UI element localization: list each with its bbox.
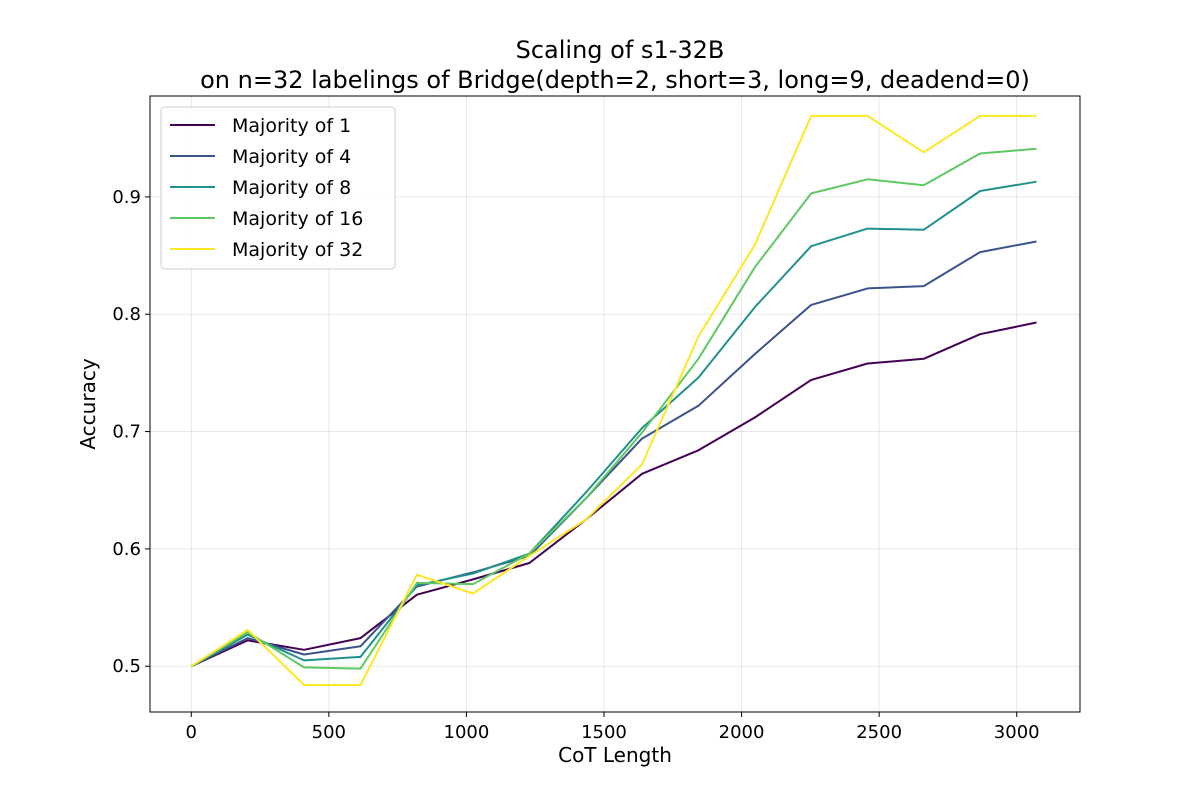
series-lines bbox=[190, 114, 1037, 686]
series-line-5 bbox=[190, 114, 1037, 686]
legend: Majority of 1 Majority of 4 Majority of 8 M… bbox=[160, 106, 396, 270]
legend-label: Majority of 4 bbox=[232, 146, 351, 168]
y-tick-label: 0.5 bbox=[112, 656, 141, 677]
series-line-4 bbox=[190, 147, 1037, 670]
x-tick-label: 2000 bbox=[719, 722, 765, 743]
x-tick-label: 0 bbox=[186, 722, 197, 743]
legend-label: Majority of 32 bbox=[232, 239, 363, 261]
series-line-2 bbox=[190, 240, 1037, 668]
legend-label: Majority of 1 bbox=[232, 115, 351, 137]
series-line-1 bbox=[190, 321, 1037, 668]
y-axis-label: Accuracy bbox=[76, 358, 100, 449]
chart-subtitle: on n=32 labelings of Bridge(depth=2, sho… bbox=[200, 66, 1030, 94]
chart-title: Scaling of s1-32B bbox=[516, 36, 725, 64]
y-tick-label: 0.6 bbox=[112, 539, 141, 560]
legend-label: Majority of 8 bbox=[232, 177, 351, 199]
series-line-3 bbox=[190, 180, 1037, 668]
x-tick-label: 3000 bbox=[994, 722, 1040, 743]
grid bbox=[150, 96, 1080, 712]
y-tick-label: 0.9 bbox=[112, 187, 141, 208]
x-axis-label: CoT Length bbox=[558, 743, 672, 767]
plot-frame bbox=[149, 95, 1081, 713]
legend-label: Majority of 16 bbox=[232, 208, 363, 230]
x-tick-label: 2500 bbox=[856, 722, 902, 743]
x-tick-label: 500 bbox=[312, 722, 346, 743]
y-tick-label: 0.8 bbox=[112, 304, 141, 325]
y-tick-label: 0.7 bbox=[112, 422, 141, 443]
x-tick-label: 1000 bbox=[444, 722, 490, 743]
x-axis: 0 500 1000 1500 2000 2500 3000 bbox=[186, 712, 1040, 743]
legend-box bbox=[160, 106, 396, 270]
y-axis: 0.5 0.6 0.7 0.8 0.9 bbox=[112, 187, 150, 677]
x-tick-label: 1500 bbox=[581, 722, 627, 743]
